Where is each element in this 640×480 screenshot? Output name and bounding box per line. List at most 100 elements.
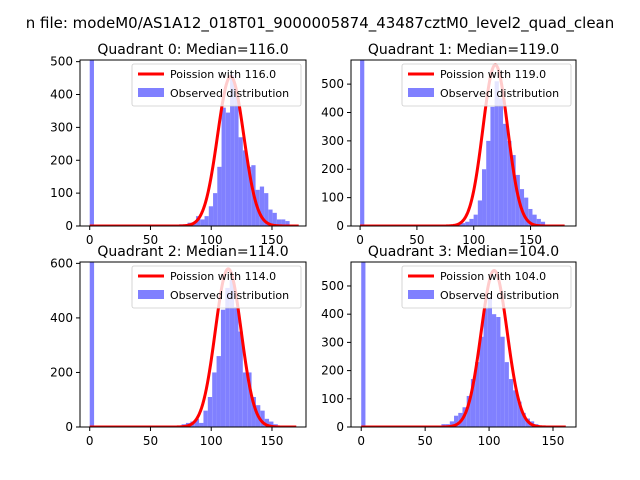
histogram-bar <box>465 221 470 226</box>
y-tick-label: 100 <box>321 191 344 205</box>
histogram-bar <box>486 140 491 226</box>
panel-quadrant-0: Quadrant 0: Median=116.0 0 50 100 150 0 100 200… <box>50 42 307 247</box>
x-tick-label: 50 <box>143 434 158 448</box>
histogram-bar <box>532 214 537 226</box>
histogram-bar <box>247 166 252 226</box>
histogram-bar <box>194 418 200 427</box>
histogram-bar <box>524 197 529 226</box>
legend-bar-swatch <box>408 290 434 299</box>
panel-title: Quadrant 1: Median=119.0 <box>368 42 559 58</box>
histogram-bar <box>216 356 221 427</box>
y-tick-label: 200 <box>50 365 73 379</box>
legend-label-observed: Observed distribution <box>440 87 559 100</box>
legend-label-observed: Observed distribution <box>170 289 289 302</box>
histogram-bar <box>208 206 214 226</box>
panel-title: Quadrant 3: Median=104.0 <box>368 244 559 260</box>
histogram-bar <box>260 410 265 427</box>
histogram-bar <box>220 309 226 427</box>
histogram-bar <box>492 314 497 427</box>
histogram-bar <box>500 336 505 427</box>
x-tick-label: 100 <box>200 434 223 448</box>
y-tick-label: 400 <box>321 307 344 321</box>
histogram-bar <box>521 412 526 427</box>
histogram-bar <box>536 218 541 226</box>
histogram-bar <box>204 216 209 226</box>
x-tick-label: 0 <box>86 233 94 247</box>
y-tick-label: 400 <box>50 311 73 325</box>
histogram-bar <box>487 297 493 427</box>
histogram-bar <box>199 422 204 427</box>
y-tick-label: 0 <box>65 219 73 233</box>
y-tick-label: 200 <box>50 153 73 167</box>
poisson-fit-line <box>88 74 300 226</box>
y-tick-label: 300 <box>321 335 344 349</box>
histogram-bar <box>461 223 466 226</box>
poisson-fit-line <box>360 268 567 427</box>
axes-frame <box>350 59 577 227</box>
histogram-bar <box>259 186 265 226</box>
x-tick-label: 150 <box>261 233 284 247</box>
histogram-bar <box>454 415 459 427</box>
plot-area <box>88 262 298 427</box>
histogram-bar <box>475 362 480 427</box>
x-tick-label: 50 <box>143 233 158 247</box>
legend-bar-swatch <box>138 88 164 97</box>
histogram-bar <box>490 106 495 226</box>
histogram-bar <box>482 169 487 226</box>
legend: Poission with 119.0 Observed distribution <box>401 63 572 107</box>
y-tick-label: 400 <box>50 88 73 102</box>
y-tick-label: 300 <box>50 120 73 134</box>
legend-box <box>131 265 302 309</box>
histogram-bar <box>496 317 501 427</box>
histogram-bar <box>269 421 274 427</box>
histogram-bar <box>449 421 455 427</box>
legend-label-fit: Poission with 119.0 <box>440 68 546 81</box>
histogram-bar <box>483 308 488 427</box>
x-tick-label: 0 <box>356 233 364 247</box>
y-tick-label: 0 <box>336 219 344 233</box>
histogram-bar <box>89 60 94 226</box>
histogram-bar <box>498 98 504 226</box>
panel-title: Quadrant 0: Median=116.0 <box>97 42 288 58</box>
histogram-bar <box>470 379 476 427</box>
axes-frame <box>79 261 307 428</box>
legend-bar-swatch <box>408 88 434 97</box>
panel-title: Quadrant 2: Median=114.0 <box>97 244 288 260</box>
histogram-bar <box>276 219 282 226</box>
x-tick-label: 0 <box>86 434 94 448</box>
histogram-bar <box>212 372 217 427</box>
x-tick-label: 100 <box>478 434 501 448</box>
histogram-bar <box>511 155 516 226</box>
histogram-bar <box>281 219 286 226</box>
y-tick-label: 500 <box>321 77 344 91</box>
x-tick-label: 150 <box>542 434 565 448</box>
histogram-bar <box>477 200 483 226</box>
histogram-bar <box>360 60 365 226</box>
poisson-fit-line <box>88 267 298 427</box>
histogram-bar <box>247 372 252 427</box>
y-tick-label: 100 <box>321 392 344 406</box>
panel-quadrant-3: Quadrant 3: Median=104.0 0 50 100 150 0 100 200… <box>321 244 577 448</box>
histogram-bar <box>466 395 471 427</box>
histogram-bar <box>507 140 512 226</box>
histogram-bar <box>361 262 366 427</box>
y-tick-label: 0 <box>336 420 344 434</box>
histogram-bar <box>469 218 474 226</box>
histogram-bar <box>225 112 231 226</box>
y-tick-label: 200 <box>321 364 344 378</box>
axes-frame <box>350 261 577 428</box>
x-tick-label: 100 <box>462 233 485 247</box>
histogram-bar <box>528 208 533 226</box>
legend: Poission with 116.0 Observed distribution <box>131 63 302 107</box>
y-tick-label: 500 <box>321 279 344 293</box>
x-tick-label: 150 <box>519 233 542 247</box>
histogram-bar <box>221 107 226 226</box>
histogram-bar <box>251 397 256 427</box>
histogram-bar <box>203 410 208 427</box>
poisson-fit-line <box>359 63 566 226</box>
histogram-bar <box>207 397 213 427</box>
histogram-bar <box>503 123 508 226</box>
x-tick-label: 100 <box>200 233 223 247</box>
y-tick-label: 100 <box>50 186 73 200</box>
